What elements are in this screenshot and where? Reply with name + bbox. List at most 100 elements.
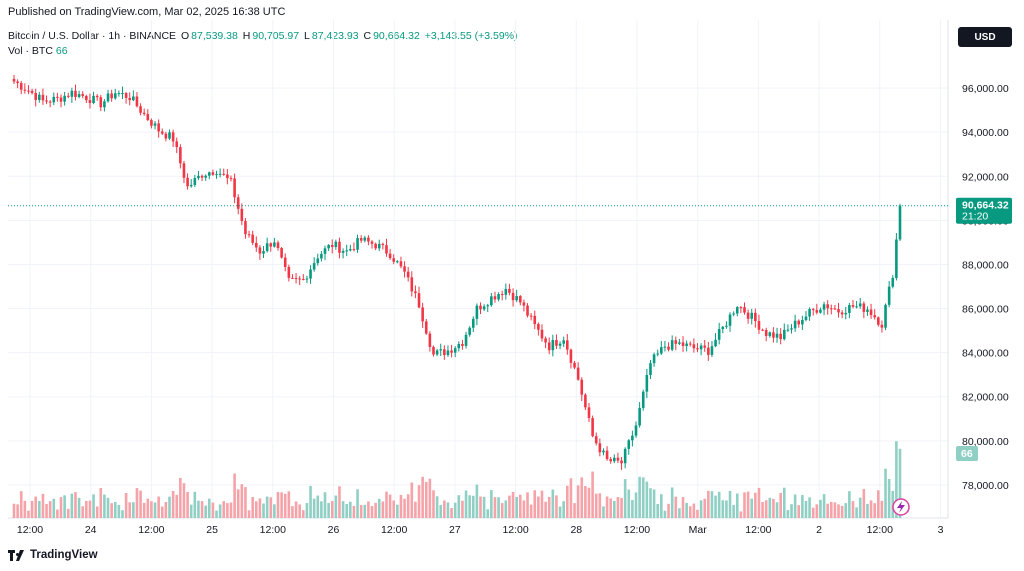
volume-bar (439, 505, 443, 518)
lightning-icon[interactable] (892, 498, 910, 516)
volume-bar (417, 485, 421, 518)
volume-bar (468, 495, 471, 518)
candle-body (522, 302, 526, 306)
volume-bars (12, 441, 902, 518)
close-value: 90,664.32 (373, 30, 420, 42)
candle-body (251, 234, 254, 243)
last-price-marker: 90,664.32 21:20 (956, 197, 1012, 224)
volume-bar (703, 498, 707, 518)
volume-bar (226, 503, 229, 518)
candle-body (587, 407, 591, 419)
candle-body (63, 95, 66, 102)
volume-bar (193, 491, 197, 518)
volume-bar (110, 503, 113, 518)
volume-bar (88, 500, 92, 518)
volume-bar (631, 499, 634, 518)
candle-body (200, 175, 204, 178)
volume-bar (797, 505, 801, 518)
volume-bar (117, 504, 121, 518)
candle-body (330, 245, 334, 247)
candle-body (233, 178, 236, 198)
candle-body (746, 312, 750, 319)
candle-body (840, 312, 844, 315)
volume-bar (819, 499, 822, 518)
candle-body (34, 92, 37, 100)
volume-bar (377, 498, 381, 518)
time-tick-label: 12:00 (17, 524, 43, 536)
price-tick-label: 86,000.00 (962, 304, 1009, 316)
chart-grid (8, 20, 949, 519)
candle-body (338, 241, 341, 253)
candle-body (764, 330, 768, 336)
volume-bar (258, 498, 262, 518)
volume-bar (605, 496, 609, 518)
candle-body (627, 440, 631, 449)
candle-body (153, 123, 157, 126)
volume-bar (790, 504, 793, 518)
price-tick-label: 82,000.00 (962, 392, 1009, 404)
currency-button[interactable]: USD (958, 27, 1012, 47)
volume-bar (56, 509, 59, 518)
candle-body (276, 242, 280, 249)
candle-body (725, 325, 728, 327)
candle-body (739, 307, 743, 309)
volume-bar (475, 484, 479, 518)
volume-bar (273, 504, 276, 518)
volume-bar (27, 510, 30, 518)
volume-bar (302, 510, 305, 518)
time-tick-label: 12:00 (745, 524, 771, 536)
volume-bar (399, 494, 403, 518)
candle-body (877, 317, 880, 325)
volume-bar (490, 489, 493, 518)
volume-bar (602, 506, 605, 518)
candle-body (584, 394, 587, 408)
volume-bar (30, 500, 34, 518)
candle-body (728, 314, 732, 326)
volume-bar (45, 503, 48, 518)
time-tick-label: 24 (85, 524, 97, 536)
volume-bar (453, 502, 457, 518)
volume-bar (95, 506, 99, 518)
candle-body (511, 292, 515, 301)
candle-body (898, 205, 902, 240)
candle-body (526, 305, 529, 316)
volume-bar (182, 483, 186, 518)
candle-body (518, 296, 522, 303)
volume-bar (594, 493, 598, 518)
volume-bar (710, 491, 714, 518)
candle-body (204, 175, 207, 178)
candle-body (761, 329, 764, 331)
candle-body (254, 242, 258, 248)
candle-body (851, 305, 855, 307)
candle-body (732, 313, 735, 315)
candle-body (74, 90, 77, 97)
volume-bar (482, 496, 486, 518)
volume-bar (464, 490, 468, 518)
candle-body (298, 278, 301, 280)
candle-body (819, 309, 822, 313)
volume-bar (291, 506, 294, 518)
volume-bar (858, 497, 862, 518)
volume-bar (381, 501, 385, 518)
candle-body (327, 245, 330, 249)
candle-body (48, 101, 52, 103)
candle-body (804, 316, 808, 321)
candle-body (262, 251, 265, 254)
candle-body (685, 343, 688, 347)
volume-bar (320, 501, 323, 518)
candle-body (869, 309, 873, 316)
candle-body (782, 329, 786, 340)
candle-body (189, 184, 193, 187)
volume-bar (135, 487, 139, 518)
volume-bar (157, 496, 160, 518)
candle-body (768, 332, 772, 336)
volume-bar (678, 508, 681, 518)
candle-body (558, 343, 562, 346)
volume-bar (497, 497, 500, 518)
candle-body (99, 97, 103, 108)
candle-body (171, 132, 175, 142)
candle-body (229, 178, 233, 180)
volume-bar (85, 500, 88, 518)
candle-body (160, 131, 164, 134)
